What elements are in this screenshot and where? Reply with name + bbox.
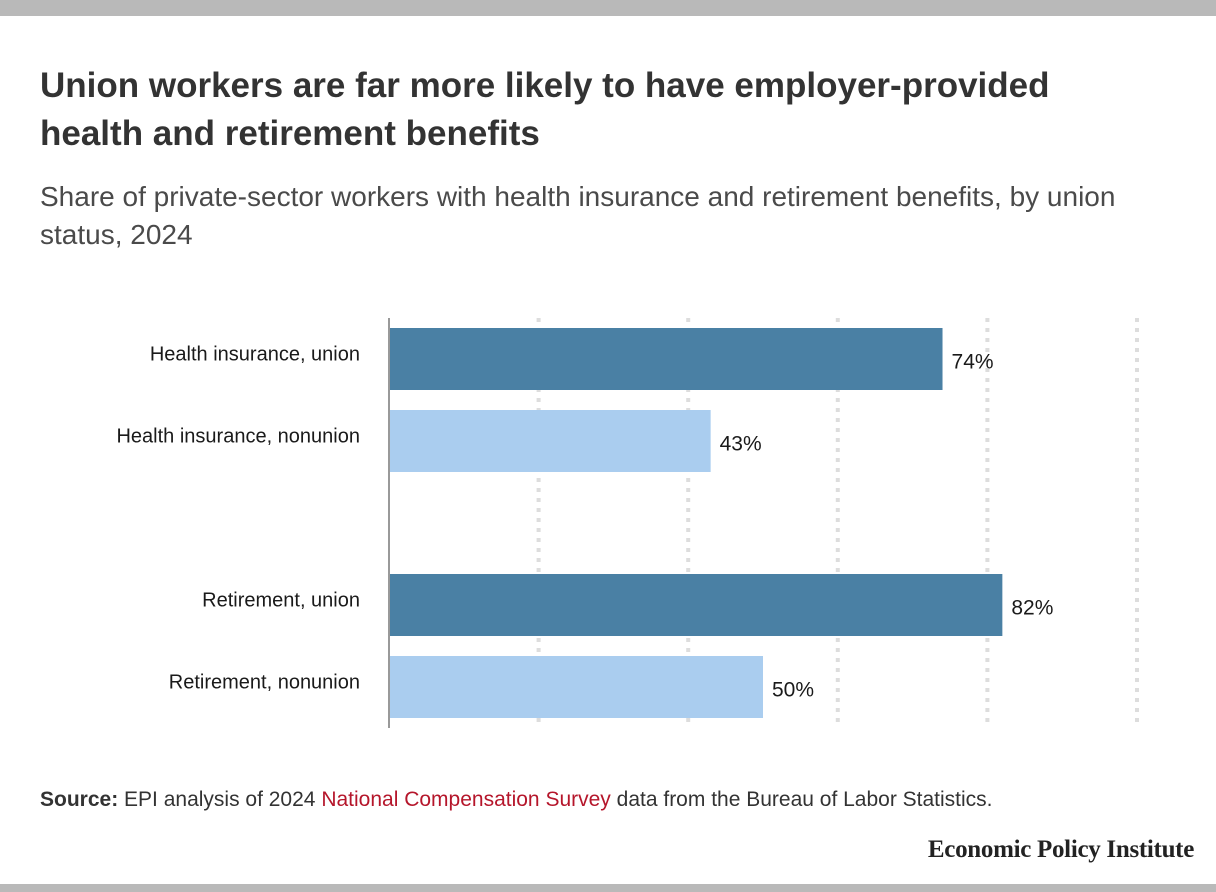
value-label-3: 50% [772,679,814,702]
source-text-after: data from the Bureau of Labor Statistics… [610,788,993,811]
chart-title: Union workers are far more likely to hav… [40,66,1050,153]
top-border-bar [0,0,1216,16]
bottom-border-bar [0,884,1216,892]
category-label-2: Retirement, union [202,589,360,611]
category-label-0: Health insurance, union [150,343,360,365]
source-prefix: Source: [40,788,119,811]
bar-chart: Health insurance, union 74% Health insuran… [116,318,1139,728]
chart-subtitle: Share of private-sector workers with hea… [40,181,1116,250]
epi-logo: Economic Policy Institute [927,836,1194,863]
bar-3 [389,656,763,718]
value-label-0: 74% [952,351,994,374]
source-text-before: EPI analysis of 2024 [118,788,322,811]
grid-lines [536,318,1139,724]
source-link[interactable]: National Compensation Survey [321,788,611,811]
bar-0 [389,328,943,390]
category-label-3: Retirement, nonunion [169,671,360,693]
category-label-1: Health insurance, nonunion [116,425,360,447]
bars [389,328,1003,718]
value-label-2: 82% [1011,597,1053,620]
source-note: Source: EPI analysis of 2024 National Co… [40,786,1190,814]
value-label-1: 43% [720,433,762,456]
bar-1 [389,410,711,472]
bar-2 [389,574,1003,636]
labels: Health insurance, union 74% Health insuran… [116,343,1053,701]
